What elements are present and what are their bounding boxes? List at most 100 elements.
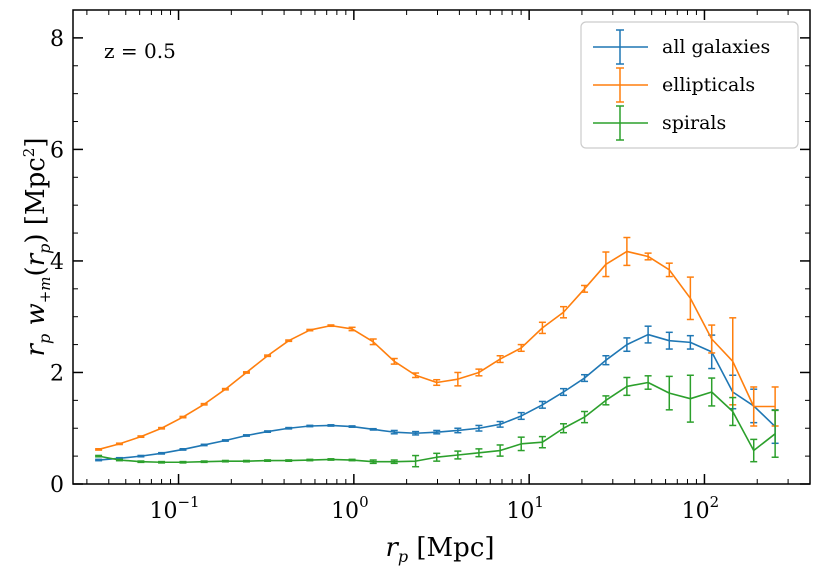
error-bar (581, 410, 589, 424)
error-bar (559, 387, 567, 397)
error-bar (708, 377, 716, 407)
error-bar (454, 371, 462, 387)
x-tick-label: 10−1 (149, 493, 199, 524)
error-bar (750, 386, 758, 427)
y-tick-label: 6 (50, 138, 64, 163)
error-bar (686, 374, 694, 423)
error-bar (306, 328, 314, 332)
error-bar (686, 334, 694, 350)
error-bar (390, 429, 398, 435)
error-bar (623, 376, 631, 397)
error-bar (602, 395, 610, 406)
error-bar (412, 430, 420, 436)
error-bar (623, 337, 631, 353)
error-bar (348, 326, 356, 332)
legend: all galaxies ellipticals spirals (580, 21, 799, 149)
y-tick-label: 0 (50, 473, 64, 498)
error-bar (242, 459, 250, 463)
legend-box (580, 21, 799, 149)
error-bar (412, 454, 420, 468)
error-bar (95, 454, 103, 458)
error-bar (221, 439, 229, 442)
error-bar (454, 450, 462, 460)
error-bar (496, 354, 504, 364)
error-bar (538, 435, 546, 449)
error-bar (390, 459, 398, 465)
error-bar (348, 425, 356, 428)
error-bar (179, 415, 187, 419)
error-bar (771, 409, 779, 458)
error-bar (475, 368, 483, 377)
redshift-annotation: z = 0.5 (104, 39, 176, 63)
error-bar (221, 459, 229, 463)
error-bar (200, 402, 208, 406)
error-bar (137, 454, 145, 458)
error-bar (412, 372, 420, 379)
error-bar (517, 436, 525, 452)
error-bar (644, 325, 652, 344)
error-bar (602, 354, 610, 366)
error-bar (327, 458, 335, 461)
error-bar (538, 321, 546, 335)
error-bar (264, 459, 272, 462)
error-bar (242, 371, 250, 374)
error-bar (179, 448, 187, 451)
error-bar (433, 378, 441, 387)
error-bar (496, 444, 504, 457)
error-bar (602, 251, 610, 278)
error-bar (538, 400, 546, 409)
error-bar (729, 396, 737, 427)
error-bar (137, 435, 145, 439)
error-bar (644, 252, 652, 261)
series-ellipticals (95, 236, 779, 451)
error-bar (179, 460, 187, 464)
error-bar (348, 458, 356, 462)
y-axis-label: rp w+m(rp) [Mpc2] (20, 138, 54, 357)
error-bar (708, 324, 716, 354)
error-bar (115, 458, 123, 462)
error-bar (581, 284, 589, 293)
error-bar (264, 354, 272, 358)
series-layer (95, 236, 779, 468)
series-spirals (95, 374, 779, 468)
x-tick-label: 102 (682, 493, 720, 524)
x-tick-label: 101 (506, 493, 544, 524)
error-bar (475, 448, 483, 458)
error-bar (390, 357, 398, 365)
svg-text:rp w+m(rp) [Mpc2]: rp w+m(rp) [Mpc2] (20, 138, 54, 357)
error-bar (264, 430, 272, 434)
error-bar (285, 339, 293, 343)
legend-entry: all galaxies (593, 29, 770, 65)
error-bar (581, 373, 589, 383)
error-bar (433, 452, 441, 462)
legend-entry: spirals (593, 105, 726, 141)
error-bar (369, 427, 377, 431)
error-bar (221, 387, 229, 391)
error-bar (327, 324, 335, 328)
error-bar (200, 460, 208, 464)
error-bar (306, 458, 314, 462)
error-bar (115, 442, 123, 446)
error-bar (433, 429, 441, 435)
error-bar (327, 424, 335, 427)
error-bar (559, 423, 567, 434)
error-bar (158, 451, 166, 455)
error-bar (475, 424, 483, 432)
error-bar (285, 426, 293, 430)
error-bar (665, 331, 673, 350)
error-bar (686, 276, 694, 321)
y-tick-label: 2 (50, 361, 64, 386)
plot-frame (72, 9, 811, 485)
x-tick-label: 100 (331, 493, 369, 524)
error-bar (623, 236, 631, 267)
legend-label: ellipticals (662, 74, 755, 96)
error-bar (559, 305, 567, 319)
error-bar (517, 411, 525, 421)
error-bar (665, 375, 673, 411)
error-bar (95, 448, 103, 451)
y-tick-label: 4 (50, 250, 64, 275)
error-bar (306, 424, 314, 428)
svg-text:rp [Mpc]: rp [Mpc] (385, 533, 494, 566)
error-bar (95, 458, 103, 462)
error-bar (369, 459, 377, 465)
